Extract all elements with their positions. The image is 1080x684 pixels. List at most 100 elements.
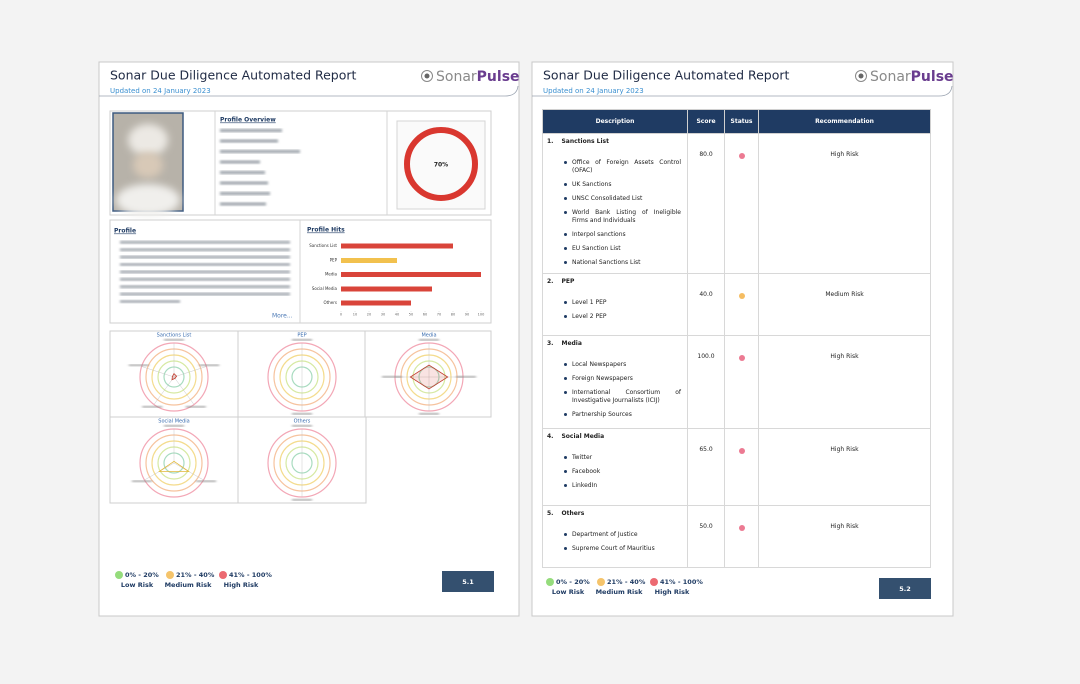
status-dot [738, 525, 745, 531]
list-item: Supreme Court of Mauritius [564, 545, 683, 553]
recommendation-cell: High Risk [758, 335, 931, 429]
blurred-text [120, 285, 290, 288]
section-number: 4. [547, 433, 554, 440]
blurred-text [120, 255, 290, 259]
column-header: Score [687, 109, 725, 134]
y-tick-label: Sanctions List [309, 243, 337, 248]
table-row: 5. Others Department of Justice Supreme Cou… [542, 505, 931, 568]
radar-title: Others [294, 419, 311, 425]
list-item: UK Sanctions [564, 181, 683, 189]
header-rule [99, 85, 519, 97]
legend-range: 41% - 100% [229, 571, 272, 579]
section-number: 3. [547, 340, 554, 347]
column-header: Recommendation [758, 109, 931, 134]
legend-dot [597, 578, 605, 586]
blurred-text [220, 171, 265, 174]
radar-axis-label [199, 364, 220, 367]
item-list: Twitter Facebook LinkedIn [564, 454, 683, 490]
blurred-text [220, 129, 282, 132]
section-number: 2. [547, 278, 554, 285]
legend-dot [115, 571, 123, 579]
description-cell: 4. Social Media Twitter Facebook LinkedIn [542, 428, 688, 506]
section-title: 1. Sanctions List [547, 138, 683, 145]
column-header: Description [542, 109, 688, 134]
radar-axis-label [128, 364, 149, 367]
risk-table: Description Score Status Recommendation 1. S… [542, 109, 931, 568]
overall-score: 70% [434, 162, 448, 169]
legend-label: High Risk [224, 581, 259, 589]
list-item: International Consortium of Investigativ… [564, 389, 683, 405]
blurred-text [120, 300, 180, 303]
score-cell: 100.0 [687, 335, 725, 429]
section-name: Sanctions List [561, 138, 609, 145]
radar-title: Media [421, 333, 436, 339]
x-tick-label: 0 [340, 313, 342, 317]
radar-shape [171, 372, 178, 381]
blurred-text [120, 241, 290, 244]
section-heading: Profile Overview [220, 117, 276, 124]
section-title: 3. Media [547, 340, 683, 347]
list-item: LinkedIn [564, 482, 683, 490]
legend-label: Medium Risk [596, 588, 644, 596]
radar-axis-label [185, 405, 206, 408]
logo-icon [421, 70, 433, 82]
table-row: 2. PEP Level 1 PEP Level 2 PEP 40.0 Medium Ri… [542, 273, 931, 336]
bar [341, 272, 481, 277]
legend-range: 0% - 20% [125, 571, 159, 579]
logo-icon [858, 73, 864, 79]
logo-pulse: Pulse [477, 69, 520, 85]
legend-dot [219, 571, 227, 579]
radar-axis-label [382, 376, 402, 378]
y-tick-label: Social Media [312, 286, 338, 291]
blurred-text [220, 202, 266, 206]
radar-axis-label [131, 480, 152, 483]
description-cell: 1. Sanctions List Office of Foreign Assets… [542, 133, 688, 274]
description-cell: 3. Media Local Newspapers Foreign Newspaper… [542, 335, 688, 429]
list-item: Foreign Newspapers [564, 375, 683, 383]
x-tick-label: 90 [465, 313, 469, 317]
list-item: Facebook [564, 468, 683, 476]
score-cell: 65.0 [687, 428, 725, 506]
x-tick-label: 80 [451, 313, 455, 317]
blurred-text [120, 292, 290, 296]
table-header: Description Score Status Recommendation [542, 109, 931, 134]
blurred-text [220, 139, 278, 143]
list-item: National Sanctions List [564, 259, 683, 267]
section-name: PEP [561, 278, 575, 285]
x-tick-label: 70 [437, 313, 441, 317]
table-row: 4. Social Media Twitter Facebook LinkedIn 65.… [542, 428, 931, 506]
blurred-text [120, 270, 290, 274]
score-cell: 50.0 [687, 505, 725, 568]
legend-label: High Risk [655, 588, 690, 596]
radar-spoke [173, 366, 207, 378]
x-tick-label: 40 [395, 313, 399, 317]
column-header: Status [724, 109, 759, 134]
blurred-text [120, 278, 290, 281]
legend-range: 41% - 100% [660, 578, 703, 586]
list-item: EU Sanction List [564, 245, 683, 253]
y-tick-label: PEP [330, 258, 338, 263]
page-number-box [442, 571, 494, 592]
score-frame [396, 120, 486, 210]
section-name: Media [561, 340, 582, 347]
status-cell [724, 273, 759, 336]
section-number: 1. [547, 138, 554, 145]
recommendation-cell: High Risk [758, 428, 931, 506]
header-rule [532, 85, 953, 97]
list-item: UNSC Consolidated List [564, 195, 683, 203]
list-item: Office of Foreign Assets Control (OFAC) [564, 159, 683, 175]
x-tick-label: 30 [381, 313, 385, 317]
section-number: 5. [547, 510, 554, 517]
table-row: 3. Media Local Newspapers Foreign Newspaper… [542, 335, 931, 429]
section-name: Social Media [561, 433, 605, 440]
report-title: Sonar Due Diligence Automated Report [110, 68, 357, 83]
blurred-text [220, 192, 270, 195]
report-title: Sonar Due Diligence Automated Report [543, 68, 790, 83]
bar [341, 243, 453, 249]
page-number: 5.1 [462, 578, 474, 586]
list-item: World Bank Listing of Ineligible Firms a… [564, 209, 683, 225]
radar-title: Sanctions List [157, 333, 192, 339]
y-tick-label: Others [324, 300, 337, 305]
bar [341, 258, 397, 263]
